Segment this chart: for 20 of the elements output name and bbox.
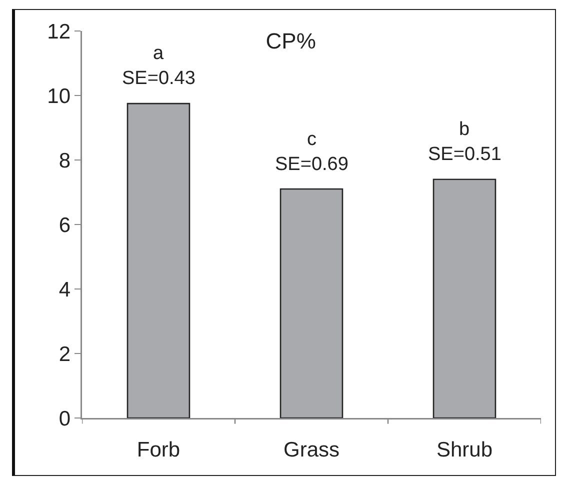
annotation: SE=0.69	[275, 154, 348, 175]
annotation: b	[459, 119, 470, 140]
chart-title: CP%	[266, 28, 316, 54]
y-tick-label: 10	[47, 84, 70, 108]
x-tick-label: Shrub	[436, 438, 493, 462]
annotation: SE=0.43	[122, 68, 196, 89]
x-tick-label: Forb	[136, 438, 180, 462]
annotation: c	[307, 129, 316, 150]
y-tick-label: 4	[58, 278, 71, 302]
x-tick-label: Grass	[283, 438, 340, 462]
y-tick-label: 6	[58, 214, 70, 237]
y-tick-label: 12	[47, 20, 70, 44]
annotation: SE=0.51	[428, 144, 502, 165]
y-tick-label: 0	[58, 407, 70, 430]
y-tick-label: 8	[58, 149, 70, 172]
bar	[280, 188, 344, 418]
annotation: a	[153, 43, 164, 64]
bar	[432, 178, 496, 418]
bar	[126, 102, 190, 418]
y-tick-label: 2	[58, 342, 70, 366]
